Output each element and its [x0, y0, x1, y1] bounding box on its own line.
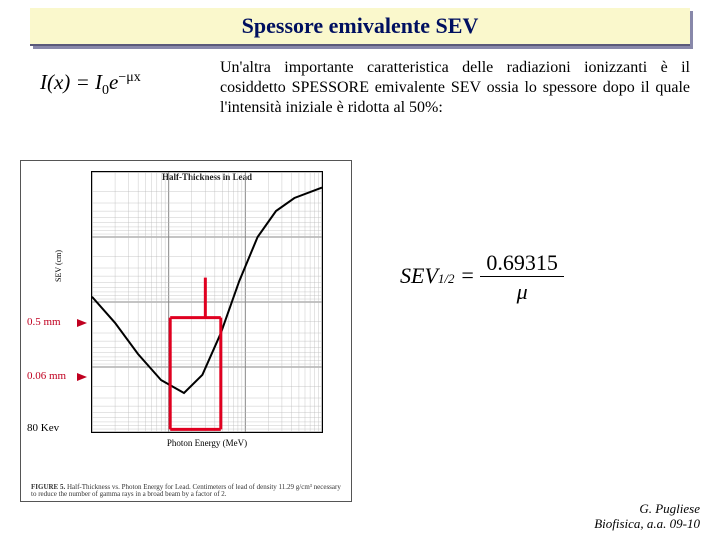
- sev-numerator: 0.69315: [480, 250, 564, 277]
- slide-title: Spessore emivalente SEV: [30, 8, 690, 46]
- annotation-arrow-icon: [77, 373, 87, 381]
- sev-lhs: SEV1/2: [400, 263, 455, 288]
- slide-footer: G. Pugliese Biofisica, a.a. 09-10: [594, 501, 700, 532]
- chart-plot-area: Half-Thickness in Lead Photon Energy (Me…: [91, 171, 323, 433]
- formula-lhs: I(x): [40, 70, 70, 94]
- formula-exp: −μx: [118, 70, 140, 85]
- sev-fraction: 0.69315 μ: [480, 250, 564, 305]
- chart-svg: [92, 172, 322, 432]
- caption-text: Half-Thickness vs. Photon Energy for Lea…: [31, 483, 341, 499]
- formula-e: e: [109, 70, 118, 94]
- sev-formula: SEV1/2 = 0.69315 μ: [400, 250, 660, 305]
- figure-caption: FIGURE 5. Half-Thickness vs. Photon Ener…: [31, 484, 341, 499]
- sev-eq: =: [460, 263, 475, 288]
- chart-annotation: 0.06 mm: [27, 370, 66, 382]
- footer-course: Biofisica, a.a. 09-10: [594, 516, 700, 532]
- chart-ylabel: SEV (cm): [54, 250, 63, 282]
- figure-container: Half-Thickness in Lead Photon Energy (Me…: [20, 160, 352, 502]
- chart-annotation: 80 Kev: [27, 422, 59, 434]
- annotation-arrow-icon: [77, 319, 87, 327]
- attenuation-formula: I(x) = I0e−μx: [40, 70, 141, 99]
- chart-xlabel: Photon Energy (MeV): [92, 438, 322, 448]
- equals: =: [76, 70, 95, 94]
- footer-author: G. Pugliese: [594, 501, 700, 517]
- chart-annotation: 0.5 mm: [27, 316, 61, 328]
- formula-I0: I0: [95, 70, 109, 94]
- body-paragraph: Un'altra importante caratteristica delle…: [220, 58, 690, 118]
- sev-denominator: μ: [480, 277, 564, 305]
